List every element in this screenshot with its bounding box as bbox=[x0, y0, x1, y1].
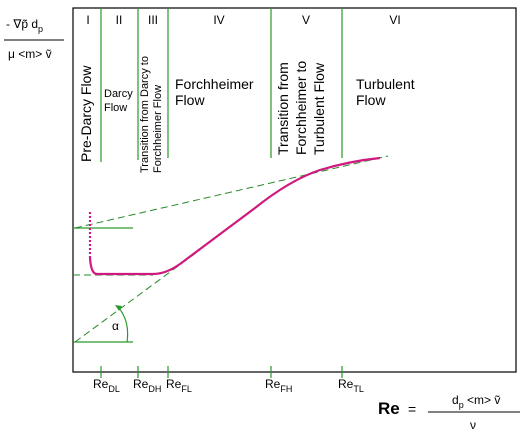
region-numeral: V bbox=[302, 13, 310, 27]
svg-text:ReFH: ReFH bbox=[265, 377, 292, 394]
x-label-num: d bbox=[452, 393, 459, 407]
region-numeral: VI bbox=[389, 13, 400, 27]
x-label: Re = dp <m> ṽ ν bbox=[378, 393, 520, 432]
y-label-num: - ∇p̃ d bbox=[6, 17, 38, 31]
y-label-den: μ <m> ṽ bbox=[8, 47, 52, 61]
y-label: - ∇p̃ dp μ <m> ṽ bbox=[4, 17, 64, 61]
frame bbox=[72, 7, 517, 373]
region-numeral: III bbox=[148, 13, 158, 27]
region-label: Darcy bbox=[104, 88, 133, 100]
region-numeral: I bbox=[86, 13, 89, 27]
svg-text:- ∇p̃ dp: - ∇p̃ dp bbox=[6, 17, 43, 34]
region-label: Transition from Darcy to bbox=[139, 56, 151, 173]
region-label: Transition from bbox=[275, 62, 291, 155]
y-label-num-sub: p bbox=[38, 24, 43, 34]
curve bbox=[88, 156, 381, 276]
region-label: Forchheimer to bbox=[293, 61, 309, 155]
x-label-num-sub: p bbox=[459, 400, 464, 410]
svg-text:dp <m> ṽ: dp <m> ṽ bbox=[452, 393, 500, 410]
tick-base: Re bbox=[133, 377, 149, 391]
region-label: Flow bbox=[356, 92, 386, 108]
tick-sub: DH bbox=[148, 384, 161, 394]
x-label-den: ν bbox=[470, 418, 476, 432]
tick-base: Re bbox=[338, 377, 354, 391]
guide-lines bbox=[73, 155, 389, 343]
tick-sub: FL bbox=[181, 384, 192, 394]
region-label: Turbulent Flow bbox=[311, 62, 327, 155]
tick-base: Re bbox=[93, 377, 109, 391]
region-label: Pre-Darcy Flow bbox=[78, 65, 94, 162]
angle-label: α bbox=[112, 319, 119, 333]
x-label-num-rest: <m> ṽ bbox=[464, 393, 501, 407]
tick-sub: FH bbox=[280, 384, 292, 394]
region-numeral: II bbox=[116, 13, 123, 27]
svg-text:ReDL: ReDL bbox=[93, 377, 120, 394]
region-label: Flow bbox=[175, 92, 205, 108]
tick-sub: DL bbox=[108, 384, 120, 394]
svg-text:ReTL: ReTL bbox=[338, 377, 364, 394]
region-lines bbox=[73, 8, 343, 378]
svg-text:ReDH: ReDH bbox=[133, 377, 161, 394]
region-label: Flow bbox=[104, 102, 127, 114]
svg-text:ReFL: ReFL bbox=[166, 377, 192, 394]
region-label: Forchheimer Flow bbox=[152, 85, 164, 173]
tick-sub: TL bbox=[353, 384, 364, 394]
region-numeral: IV bbox=[213, 13, 224, 27]
tick-base: Re bbox=[166, 377, 182, 391]
x-label-name: Re bbox=[378, 399, 400, 418]
tick-labels: ReDL ReDH ReFL ReFH ReTL bbox=[93, 377, 364, 394]
tick-base: Re bbox=[265, 377, 281, 391]
x-label-eq: = bbox=[408, 401, 416, 417]
region-label: Turbulent bbox=[356, 76, 415, 92]
region-label: Forchheimer bbox=[175, 76, 254, 92]
